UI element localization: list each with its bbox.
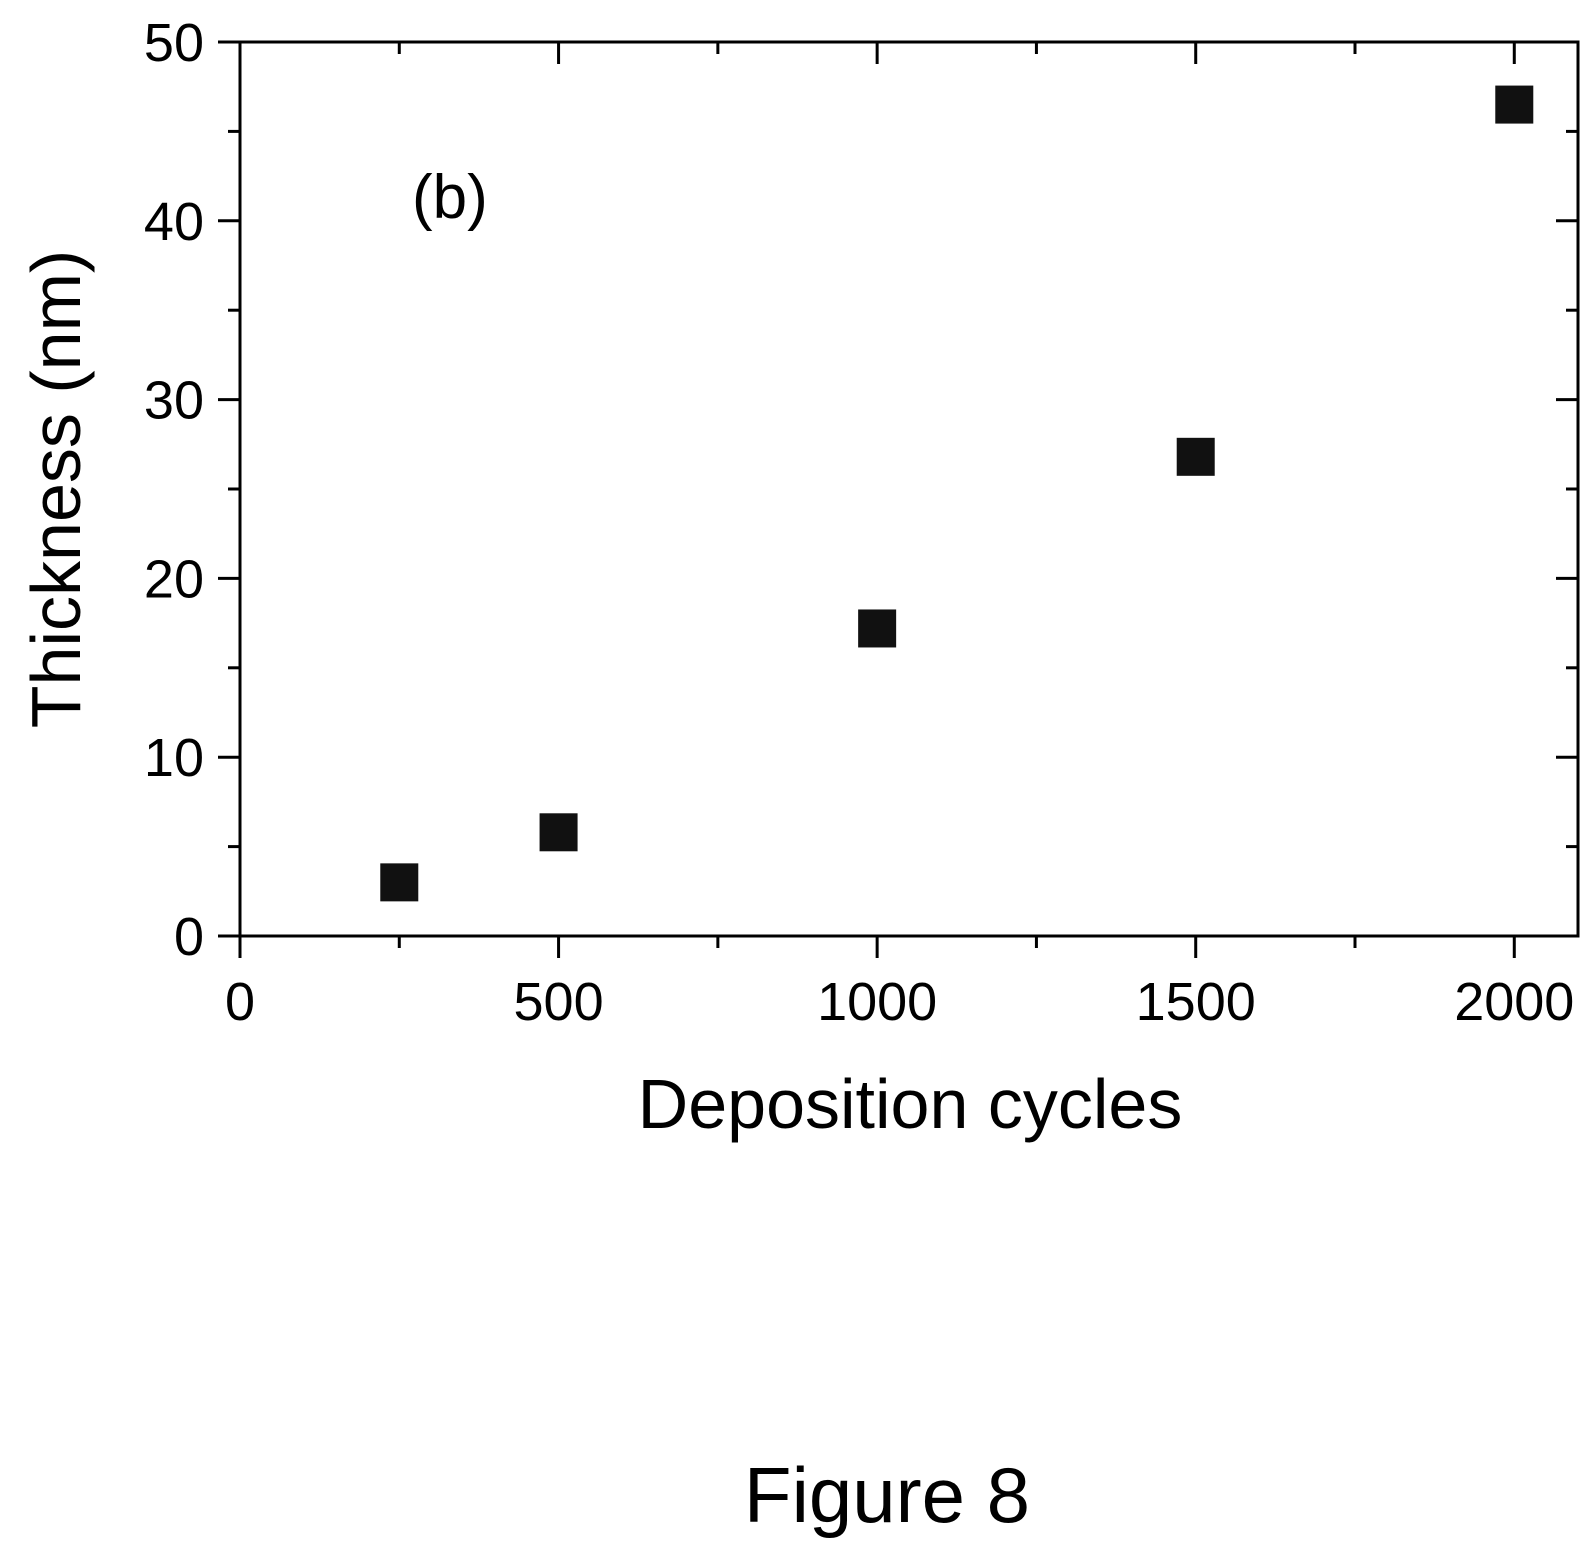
x-tick-label: 500 bbox=[514, 972, 604, 1032]
data-point bbox=[380, 863, 419, 902]
axis-tick-labels: 0 500 1000 1500 2000 0 10 20 30 40 50 bbox=[144, 13, 1574, 1032]
x-tick-label: 2000 bbox=[1454, 972, 1574, 1032]
y-tick-label: 0 bbox=[174, 907, 204, 967]
data-point bbox=[539, 813, 578, 852]
x-tick-label: 1000 bbox=[817, 972, 937, 1032]
axis-ticks bbox=[218, 40, 1578, 958]
x-axis-title: Deposition cycles bbox=[638, 1065, 1183, 1143]
y-tick-label: 10 bbox=[144, 728, 204, 788]
data-point bbox=[1495, 85, 1534, 124]
figure-caption: Figure 8 bbox=[743, 1451, 1031, 1539]
data-points bbox=[380, 85, 1534, 902]
y-axis-title: Thickness (nm) bbox=[17, 250, 95, 728]
data-point bbox=[858, 609, 897, 648]
y-tick-label: 30 bbox=[144, 371, 204, 431]
panel-annotation: (b) bbox=[412, 163, 488, 232]
x-tick-label: 1500 bbox=[1136, 972, 1256, 1032]
x-tick-label: 0 bbox=[225, 972, 255, 1032]
data-point bbox=[1176, 437, 1215, 476]
y-tick-label: 20 bbox=[144, 549, 204, 609]
y-tick-label: 50 bbox=[144, 13, 204, 73]
y-tick-label: 40 bbox=[144, 192, 204, 252]
